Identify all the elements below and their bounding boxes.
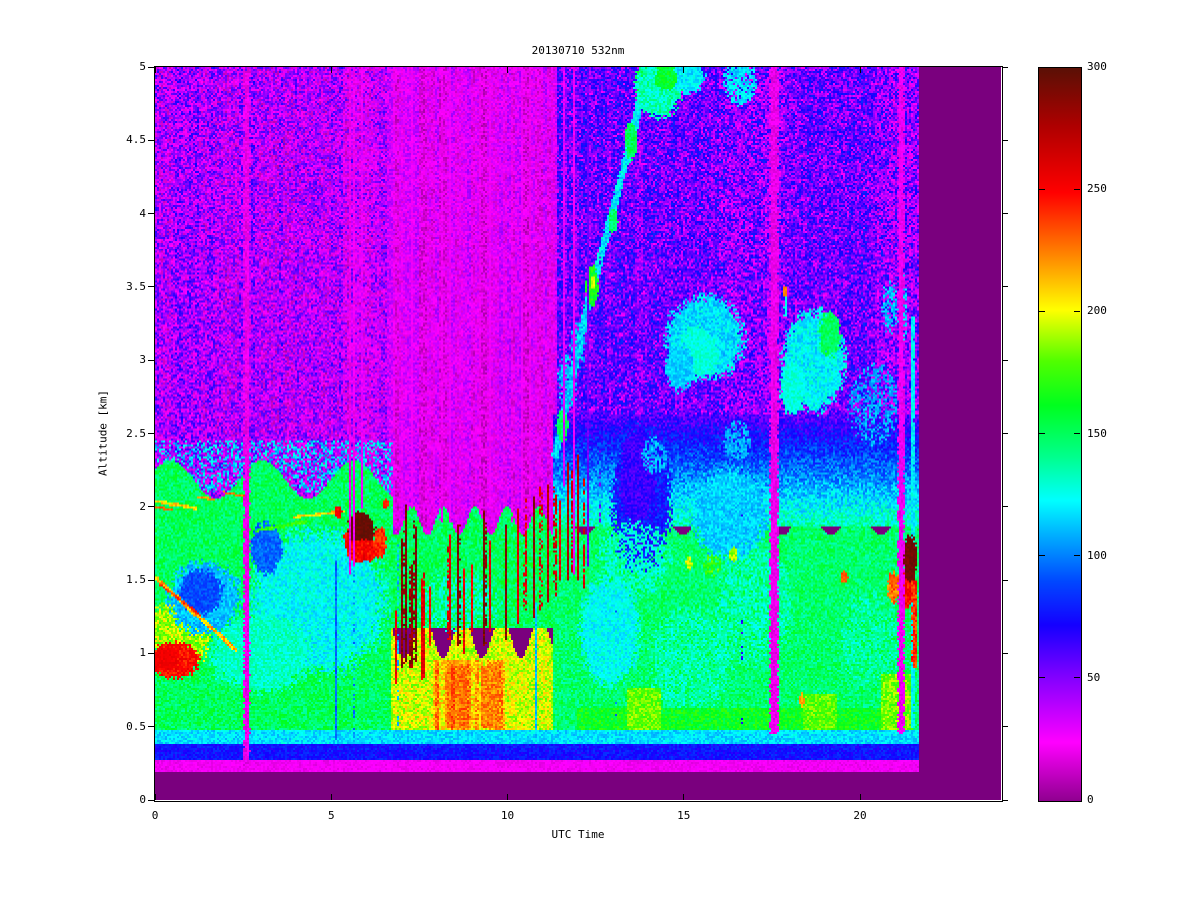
- colorbar-tick-label: 0: [1087, 793, 1094, 806]
- y-axis-tick-right: [1002, 213, 1008, 215]
- colorbar-tick: [1039, 188, 1045, 190]
- x-axis-tick-top: [154, 67, 156, 73]
- colorbar-tick: [1074, 677, 1080, 679]
- colorbar-tick-label: 150: [1087, 426, 1107, 440]
- y-axis-tick: [148, 652, 154, 654]
- colorbar-tick: [1039, 310, 1045, 312]
- y-tick-label: 1.5: [126, 573, 146, 587]
- colorbar-tick: [1039, 555, 1045, 557]
- colorbar-tick: [1039, 677, 1045, 679]
- y-axis-tick: [148, 139, 154, 141]
- colorbar-tick-label: 300: [1087, 60, 1107, 73]
- y-tick-label: 3.5: [126, 279, 146, 293]
- y-tick-label: 0.5: [126, 719, 146, 733]
- y-axis-tick-right: [1002, 359, 1008, 361]
- colorbar-tick: [1074, 310, 1080, 312]
- y-axis-tick-right: [1002, 433, 1008, 434]
- y-tick-label: 2: [139, 499, 146, 513]
- x-axis-tick-top: [507, 67, 508, 73]
- heatmap-canvas: [155, 67, 1001, 800]
- y-axis-tick: [148, 579, 154, 581]
- colorbar: [1038, 67, 1082, 802]
- y-axis-tick-right: [1002, 726, 1008, 728]
- y-axis-tick: [148, 506, 154, 508]
- plot-title: 20130710 532nm: [531, 44, 625, 57]
- y-axis-tick-right: [1002, 286, 1008, 288]
- colorbar-tick-label: 100: [1087, 548, 1107, 562]
- x-axis-label: UTC Time: [551, 828, 605, 841]
- y-axis-tick: [148, 726, 154, 728]
- x-tick-label: 10: [500, 809, 515, 822]
- y-axis-tick-right: [1002, 799, 1008, 801]
- y-axis-tick: [148, 433, 154, 434]
- y-tick-label: 2.5: [126, 426, 146, 440]
- colorbar-tick: [1039, 433, 1045, 434]
- x-axis-tick: [330, 794, 332, 800]
- plot-frame: [154, 66, 1003, 802]
- y-axis-tick: [148, 286, 154, 288]
- y-tick-label: 4.5: [126, 133, 146, 147]
- y-axis-tick-right: [1002, 66, 1008, 68]
- y-axis-tick: [148, 799, 154, 801]
- x-axis-tick-top: [859, 67, 861, 73]
- x-axis-tick-top: [683, 67, 685, 73]
- y-axis-tick-right: [1002, 139, 1008, 141]
- y-axis-tick-right: [1002, 652, 1008, 654]
- y-tick-label: 1: [139, 646, 146, 660]
- colorbar-tick: [1074, 188, 1080, 190]
- x-axis-tick: [683, 794, 685, 800]
- colorbar-tick-label: 250: [1087, 182, 1107, 196]
- colorbar-tick-label: 50: [1087, 670, 1101, 684]
- y-axis-tick: [148, 66, 154, 68]
- y-axis-tick: [148, 359, 154, 361]
- y-tick-label: 4: [139, 206, 146, 220]
- x-axis-tick-top: [330, 67, 332, 73]
- y-tick-label: 5: [139, 60, 146, 73]
- y-tick-label: 3: [139, 353, 146, 367]
- x-tick-label: 20: [853, 809, 867, 822]
- x-tick-label: 0: [151, 809, 159, 822]
- y-axis-tick-right: [1002, 579, 1008, 581]
- x-axis-tick: [859, 794, 861, 800]
- colorbar-tick: [1074, 555, 1080, 557]
- x-axis-tick: [507, 794, 508, 800]
- x-tick-label: 15: [677, 809, 691, 822]
- x-axis-tick: [154, 794, 156, 800]
- y-axis-tick: [148, 213, 154, 215]
- colorbar-tick: [1074, 433, 1080, 434]
- x-tick-label: 5: [327, 809, 335, 822]
- colorbar-tick-label: 200: [1087, 304, 1107, 318]
- y-tick-label: 0: [139, 793, 146, 806]
- y-axis-tick-right: [1002, 506, 1008, 508]
